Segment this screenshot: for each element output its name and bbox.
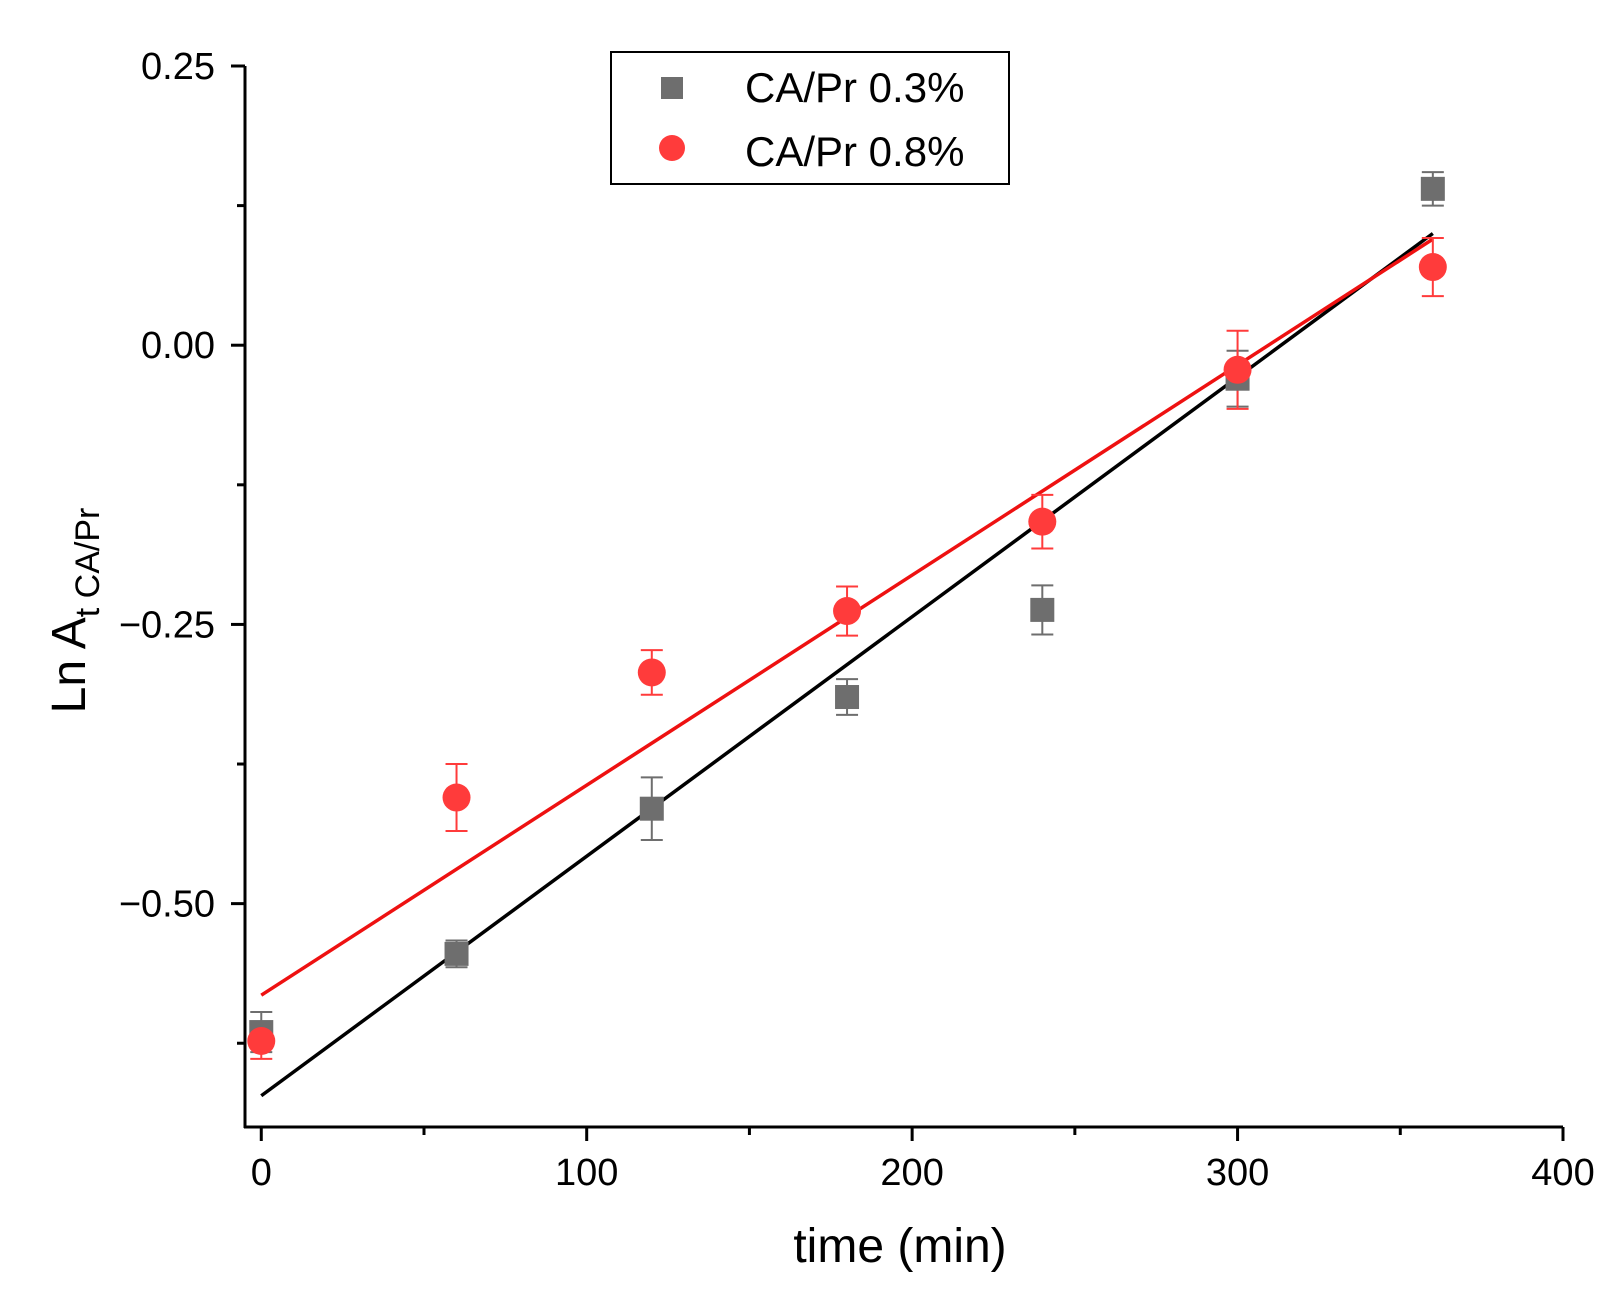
point-1-1 [442,783,471,812]
y-tick-label-2: −0.25 [119,604,215,646]
plot-area [247,171,1447,1098]
axes [231,64,1565,1141]
point-1-0 [247,1027,276,1056]
y-tick-label-0: 0.25 [141,46,215,88]
y-axis-title-subscript: t CA/Pr [69,508,107,618]
x-tick-label-100: 100 [555,1152,618,1194]
x-tick-label-200: 200 [880,1152,943,1194]
x-axis-title: time (min) [793,1220,1006,1273]
y-tick-label-3: −0.50 [119,884,215,926]
x-tick-label-300: 300 [1206,1152,1269,1194]
point-1-6 [1418,253,1447,282]
x-tick-label-0: 0 [251,1152,272,1194]
x-tick-label-400: 400 [1531,1152,1594,1194]
y-axis-title: Ln At CA/Pr [43,508,107,714]
legend-marker-0 [661,77,683,99]
legend-label-0: CA/Pr 0.3% [745,64,964,111]
point-1-4 [1028,507,1057,536]
point-0-4 [1030,597,1055,622]
point-1-3 [833,597,862,626]
point-0-6 [1420,176,1445,201]
point-0-2 [639,796,664,821]
legend-marker-1 [659,135,685,161]
y-tick-label-1: 0.00 [141,325,215,367]
point-1-2 [637,658,666,687]
legend: CA/Pr 0.3% CA/Pr 0.8% [610,51,1010,185]
y-axis-title-main: Ln A [43,617,96,713]
point-0-3 [835,685,860,710]
tick-labels: 0 100 200 300 400 0.25 0.00 −0.25 −0.50 [119,46,1595,1194]
fit-line-0 [260,232,1434,1098]
point-1-5 [1223,355,1252,384]
legend-label-1: CA/Pr 0.8% [745,128,964,175]
point-0-1 [444,941,469,966]
legend-box [610,51,1010,185]
